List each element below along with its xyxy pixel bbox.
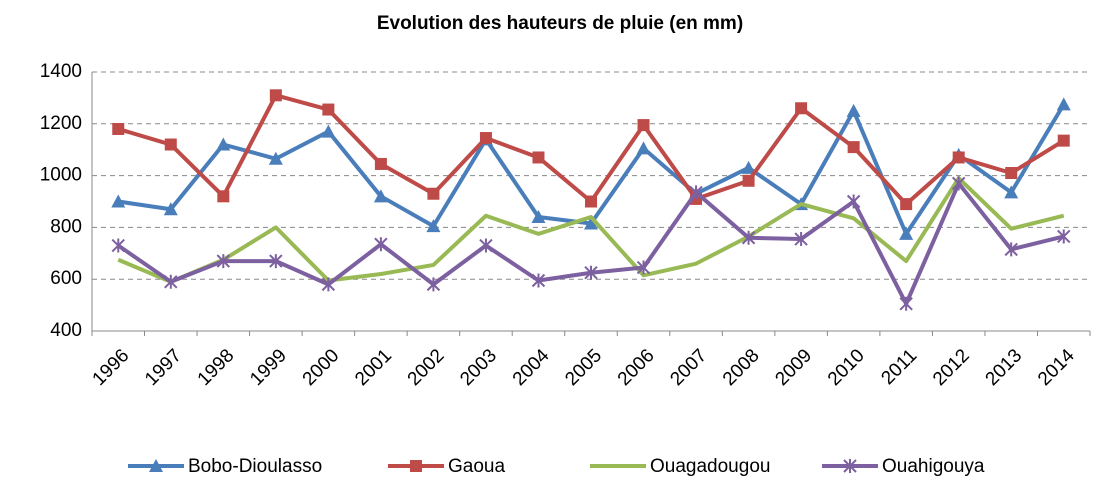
y-tick-label: 1200 (40, 113, 82, 134)
marker (269, 254, 283, 269)
marker (846, 103, 861, 117)
marker (1004, 185, 1019, 199)
marker (111, 194, 126, 208)
x-tick-label: 1998 (194, 345, 239, 390)
x-tick-label: 2008 (719, 345, 764, 390)
marker (217, 190, 230, 203)
marker (426, 219, 441, 233)
marker (112, 122, 125, 135)
x-tick-label: 2001 (351, 345, 396, 390)
x-tick-label: 2010 (824, 345, 869, 390)
marker (1056, 97, 1071, 111)
marker (531, 273, 546, 288)
x-tick-label: 2011 (877, 345, 921, 389)
x-tick-label: 2013 (982, 345, 1027, 390)
marker (373, 189, 388, 203)
legend-label: Gaoua (448, 456, 505, 477)
marker (532, 151, 545, 164)
x-tick-label: 2005 (561, 345, 606, 390)
x-tick-label: 2009 (771, 345, 816, 390)
x-tick-label: 1997 (141, 345, 186, 390)
marker (1057, 134, 1070, 147)
x-tick-label: 2014 (1034, 345, 1079, 390)
y-tick-label: 1400 (40, 61, 82, 82)
marker (164, 138, 177, 151)
legend-label: Bobo-Dioulasso (188, 456, 322, 477)
marker (585, 195, 597, 208)
legend-label: Ouagadougou (650, 456, 770, 477)
x-tick-label: 1999 (246, 345, 291, 390)
x-tick-label: 2007 (666, 345, 711, 390)
marker (795, 102, 808, 115)
x-tick-label: 2004 (509, 345, 554, 390)
x-tick-label: 2003 (456, 345, 501, 390)
marker (427, 187, 440, 200)
marker (637, 119, 650, 132)
marker (1005, 167, 1018, 180)
marker (584, 216, 598, 230)
series-line (117, 176, 1065, 284)
marker (479, 132, 492, 145)
legend-marker (149, 459, 163, 472)
marker (321, 277, 336, 292)
x-tick-label: 1996 (89, 345, 134, 390)
marker (268, 151, 283, 165)
x-tick-label: 2000 (299, 345, 344, 390)
marker (794, 232, 808, 247)
legend-marker (410, 460, 422, 472)
marker (531, 210, 546, 224)
marker (269, 89, 282, 102)
x-tick-label: 2006 (614, 345, 659, 390)
marker (426, 277, 441, 292)
marker (952, 151, 965, 164)
marker (636, 260, 651, 275)
marker (742, 174, 755, 187)
series-line (117, 93, 1065, 207)
y-tick-label: 600 (50, 268, 82, 289)
marker (584, 265, 598, 280)
marker (900, 198, 913, 211)
marker (951, 176, 966, 191)
marker (689, 185, 703, 200)
marker (899, 296, 913, 311)
marker (111, 238, 125, 253)
marker (374, 157, 387, 170)
legend-label: Ouahigouya (882, 456, 985, 477)
x-tick-label: 2012 (929, 345, 974, 390)
marker (1004, 242, 1018, 257)
marker (374, 237, 388, 252)
x-tick-label: 2002 (404, 345, 449, 390)
legend-marker (843, 459, 857, 473)
marker (636, 141, 651, 155)
chart-title: Evolution des hauteurs de pluie (en mm) (377, 13, 743, 34)
marker (1057, 229, 1071, 244)
marker (741, 160, 756, 174)
marker (164, 274, 178, 289)
marker (163, 202, 178, 216)
marker (899, 226, 914, 240)
marker (847, 141, 860, 154)
marker (846, 194, 861, 209)
marker (322, 103, 335, 116)
y-tick-label: 1000 (40, 165, 82, 186)
y-tick-label: 400 (50, 320, 82, 341)
y-tick-label: 800 (50, 216, 82, 237)
marker (321, 124, 336, 138)
marker (216, 137, 231, 151)
marker (216, 254, 231, 269)
marker (741, 230, 756, 245)
marker (479, 238, 493, 253)
